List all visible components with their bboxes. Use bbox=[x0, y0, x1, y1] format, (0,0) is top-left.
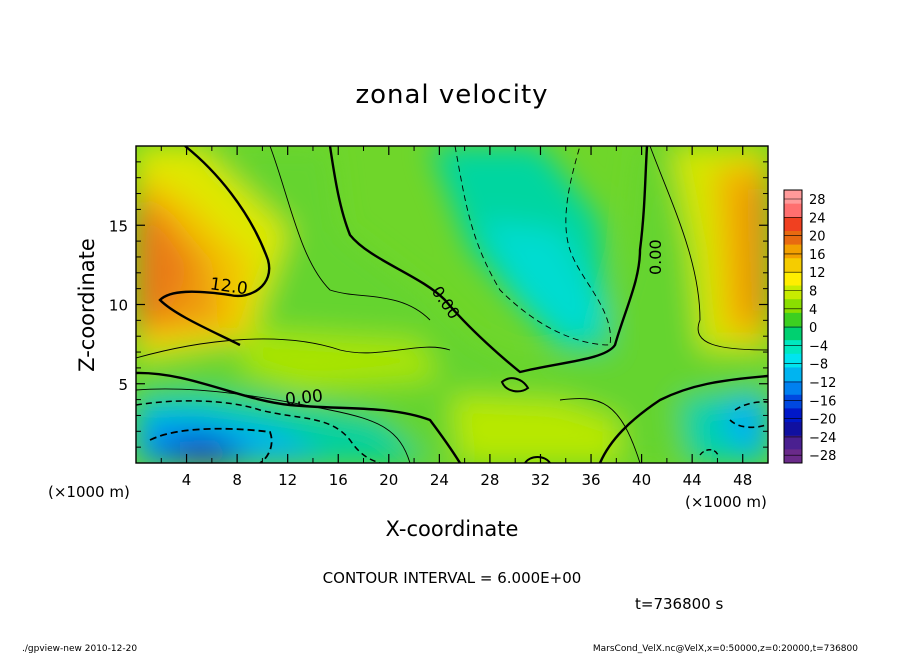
x-tick-label: 24 bbox=[430, 471, 449, 489]
colorbar-label: −8 bbox=[809, 358, 828, 373]
x-unit-right: (×1000 m) bbox=[685, 493, 767, 511]
colorbar-swatch bbox=[784, 258, 802, 273]
source-info: MarsCond_VelX.nc@VelX,x=0:50000,z=0:2000… bbox=[593, 644, 858, 654]
colorbar-swatch bbox=[784, 244, 802, 259]
colorbar-swatch bbox=[784, 394, 802, 409]
colorbar-swatch bbox=[784, 353, 802, 368]
colorbar-label: 16 bbox=[809, 248, 826, 263]
colorbar-label: −24 bbox=[809, 431, 836, 446]
colorbar-swatch bbox=[784, 408, 802, 423]
colorbar-label: −16 bbox=[809, 394, 836, 409]
x-tick-label: 40 bbox=[632, 471, 651, 489]
colorbar-label: 8 bbox=[809, 285, 817, 300]
x-axis-label: X-coordinate bbox=[386, 517, 519, 541]
colorbar-label: 20 bbox=[809, 230, 826, 245]
colorbar-swatch bbox=[784, 435, 802, 450]
y-axis-label: Z-coordinate bbox=[75, 238, 99, 372]
program-info: ./gpview-new 2010-12-20 bbox=[22, 644, 137, 654]
y-tick-label: 10 bbox=[109, 297, 128, 315]
contour-label-zero-left: 0.00 bbox=[284, 386, 324, 410]
x-unit-left: (×1000 m) bbox=[48, 483, 130, 501]
heatmap-field bbox=[136, 146, 768, 463]
y-tick-label: 5 bbox=[118, 376, 128, 394]
y-tick-label: 15 bbox=[109, 217, 128, 235]
x-tick-label: 36 bbox=[581, 471, 600, 489]
colorbar-label: 0 bbox=[809, 321, 817, 336]
colorbar-frame bbox=[783, 189, 803, 464]
x-tick-label: 4 bbox=[182, 471, 192, 489]
colorbar-label: −20 bbox=[809, 413, 836, 428]
colorbar-label: −4 bbox=[809, 339, 828, 354]
colorbar-swatch bbox=[784, 340, 802, 355]
contour-lines bbox=[136, 146, 768, 463]
x-tick-label: 20 bbox=[379, 471, 398, 489]
y-axis-ticks: 5 10 15 bbox=[109, 161, 768, 448]
colorbar-swatch bbox=[784, 381, 802, 396]
x-tick-label: 28 bbox=[480, 471, 499, 489]
colorbar-swatch bbox=[784, 285, 802, 300]
chart-title: zonal velocity bbox=[355, 80, 548, 110]
colorbar-swatch bbox=[784, 217, 802, 232]
colorbar-swatch bbox=[784, 203, 802, 218]
x-tick-label: 8 bbox=[232, 471, 242, 489]
x-tick-label: 48 bbox=[733, 471, 752, 489]
colorbar-label: −28 bbox=[809, 449, 836, 464]
contour-label-zero-right: 0.00 bbox=[646, 239, 665, 275]
colorbar-swatch bbox=[784, 271, 802, 287]
colorbar-swatch bbox=[784, 312, 802, 327]
colorbar-swatch bbox=[784, 367, 802, 382]
colorbar-labels: 28 24 20 16 12 8 4 0 −4 −8 −12 −16 −20 −24 −28 bbox=[784, 193, 836, 464]
colorbar bbox=[783, 189, 803, 464]
colorbar-label: −12 bbox=[809, 376, 836, 391]
colorbar-label: 4 bbox=[809, 303, 817, 318]
colorbar-swatch bbox=[784, 422, 802, 437]
x-tick-label: 12 bbox=[278, 471, 297, 489]
x-tick-label: 32 bbox=[531, 471, 550, 489]
colorbar-swatch bbox=[784, 299, 802, 314]
x-axis-ticks: 4 8 12 16 20 24 28 32 36 40 44 48 bbox=[160, 146, 752, 489]
colorbar-swatch bbox=[784, 449, 802, 464]
colorbar-swatch bbox=[784, 326, 802, 341]
colorbar-swatch bbox=[784, 230, 802, 246]
x-tick-label: 44 bbox=[683, 471, 702, 489]
colorbar-label: 12 bbox=[809, 266, 826, 281]
x-tick-label: 16 bbox=[329, 471, 348, 489]
contour-interval: CONTOUR INTERVAL = 6.000E+00 bbox=[323, 569, 582, 587]
colorbar-label: 28 bbox=[809, 193, 826, 208]
time-stamp: t=736800 s bbox=[635, 595, 723, 613]
colorbar-label: 24 bbox=[809, 211, 826, 226]
colorbar-swatch bbox=[784, 190, 802, 205]
